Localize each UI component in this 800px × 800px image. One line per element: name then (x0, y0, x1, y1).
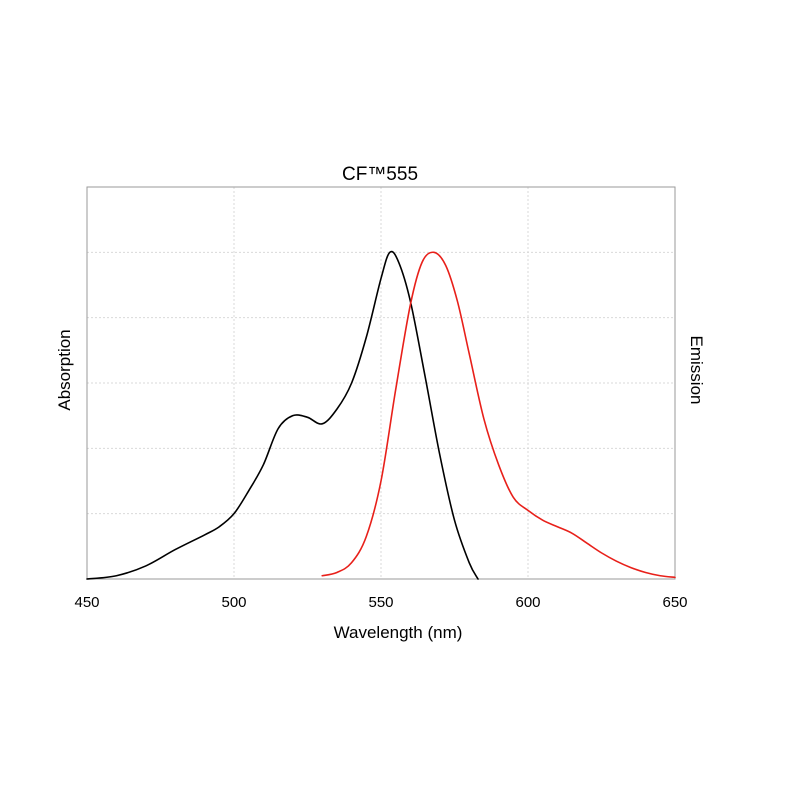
y-axis-label-left: Absorption (55, 329, 74, 410)
x-tick-label: 600 (515, 594, 540, 611)
x-axis-ticks: 450 500 550 600 650 (74, 594, 687, 611)
absorption-curve (86, 250, 479, 580)
x-axis-label: Wavelength (nm) (334, 623, 463, 642)
emission-curve (321, 251, 676, 579)
y-axis-label-right: Emission (687, 336, 706, 405)
x-tick-label: 450 (74, 594, 99, 611)
plot-area (86, 186, 676, 580)
x-tick-label: 550 (368, 594, 393, 611)
grid (87, 187, 675, 579)
x-tick-label: 500 (221, 594, 246, 611)
series-group (86, 250, 676, 580)
chart-title: CF™555 (342, 164, 418, 185)
x-tick-label: 650 (662, 594, 687, 611)
